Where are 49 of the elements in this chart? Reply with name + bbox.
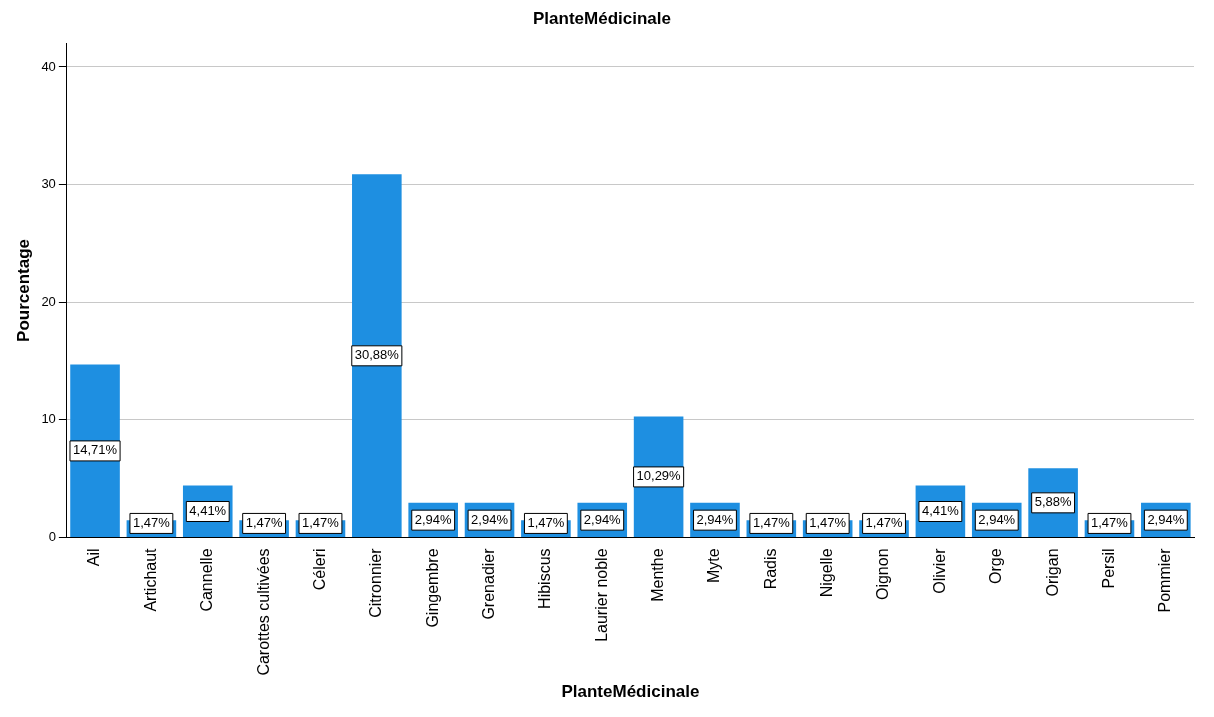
data-label: 1,47% [245,515,283,531]
x-tick-label: Carottes cultivées [254,548,272,676]
data-label: 10,29% [636,468,682,484]
x-tick-label: Ail [85,548,103,567]
x-tick-label: Gingembre [423,548,441,628]
x-tick-label: Radis [761,548,779,590]
bar [352,174,402,537]
x-tick-label: Cannelle [198,548,216,612]
y-axis-title: Pourcentage [13,238,33,342]
data-label: 14,71% [72,442,118,458]
data-label: 30,88% [354,347,400,363]
data-label: 1,47% [132,515,171,531]
data-label: 1,47% [1091,515,1129,531]
data-label: 4,41% [921,503,960,519]
x-tick-label: Olivier [930,547,948,594]
x-tick-label: Menthe [649,548,667,602]
x-axis-title: PlanteMédicinale [561,682,700,702]
data-label: 5,88% [1034,494,1072,510]
x-tick-label: Persil [1099,548,1117,589]
y-tick-label: 0 [48,529,56,545]
y-tick-label: 40 [41,58,56,74]
data-label: 1,47% [302,515,340,531]
x-tick-label: Oignon [874,548,892,601]
x-tick-label: Nigelle [818,548,836,598]
data-label: 2,94% [471,511,509,527]
data-label: 1,47% [527,515,565,531]
data-label: 1,47% [752,515,791,531]
data-label: 2,94% [696,511,734,527]
x-tick-label: Artichaut [141,547,159,612]
x-tick-label: Laurier noble [592,548,610,642]
x-tick-label: Grenadier [479,547,497,620]
data-label: 1,47% [809,515,847,531]
x-tick-label: Hibiscus [536,548,554,609]
y-tick-label: 20 [41,293,56,309]
data-label: 4,41% [189,503,227,519]
y-tick-label: 10 [41,411,56,427]
chart-title: PlanteMédicinale [533,8,671,28]
x-tick-label: Pommier [1156,547,1174,613]
data-label: 2,94% [414,511,453,527]
x-tick-label: Myte [705,548,723,584]
x-tick-label: Céleri [310,548,328,591]
x-tick-label: Orge [987,548,1005,585]
x-tick-label: Origan [1043,548,1061,597]
y-tick-label: 30 [41,176,56,192]
data-label: 2,94% [978,511,1016,527]
data-label: 2,94% [583,511,622,527]
data-label: 1,47% [865,515,903,531]
data-label: 2,94% [1147,511,1185,527]
x-tick-label: Citronnier [367,547,385,618]
